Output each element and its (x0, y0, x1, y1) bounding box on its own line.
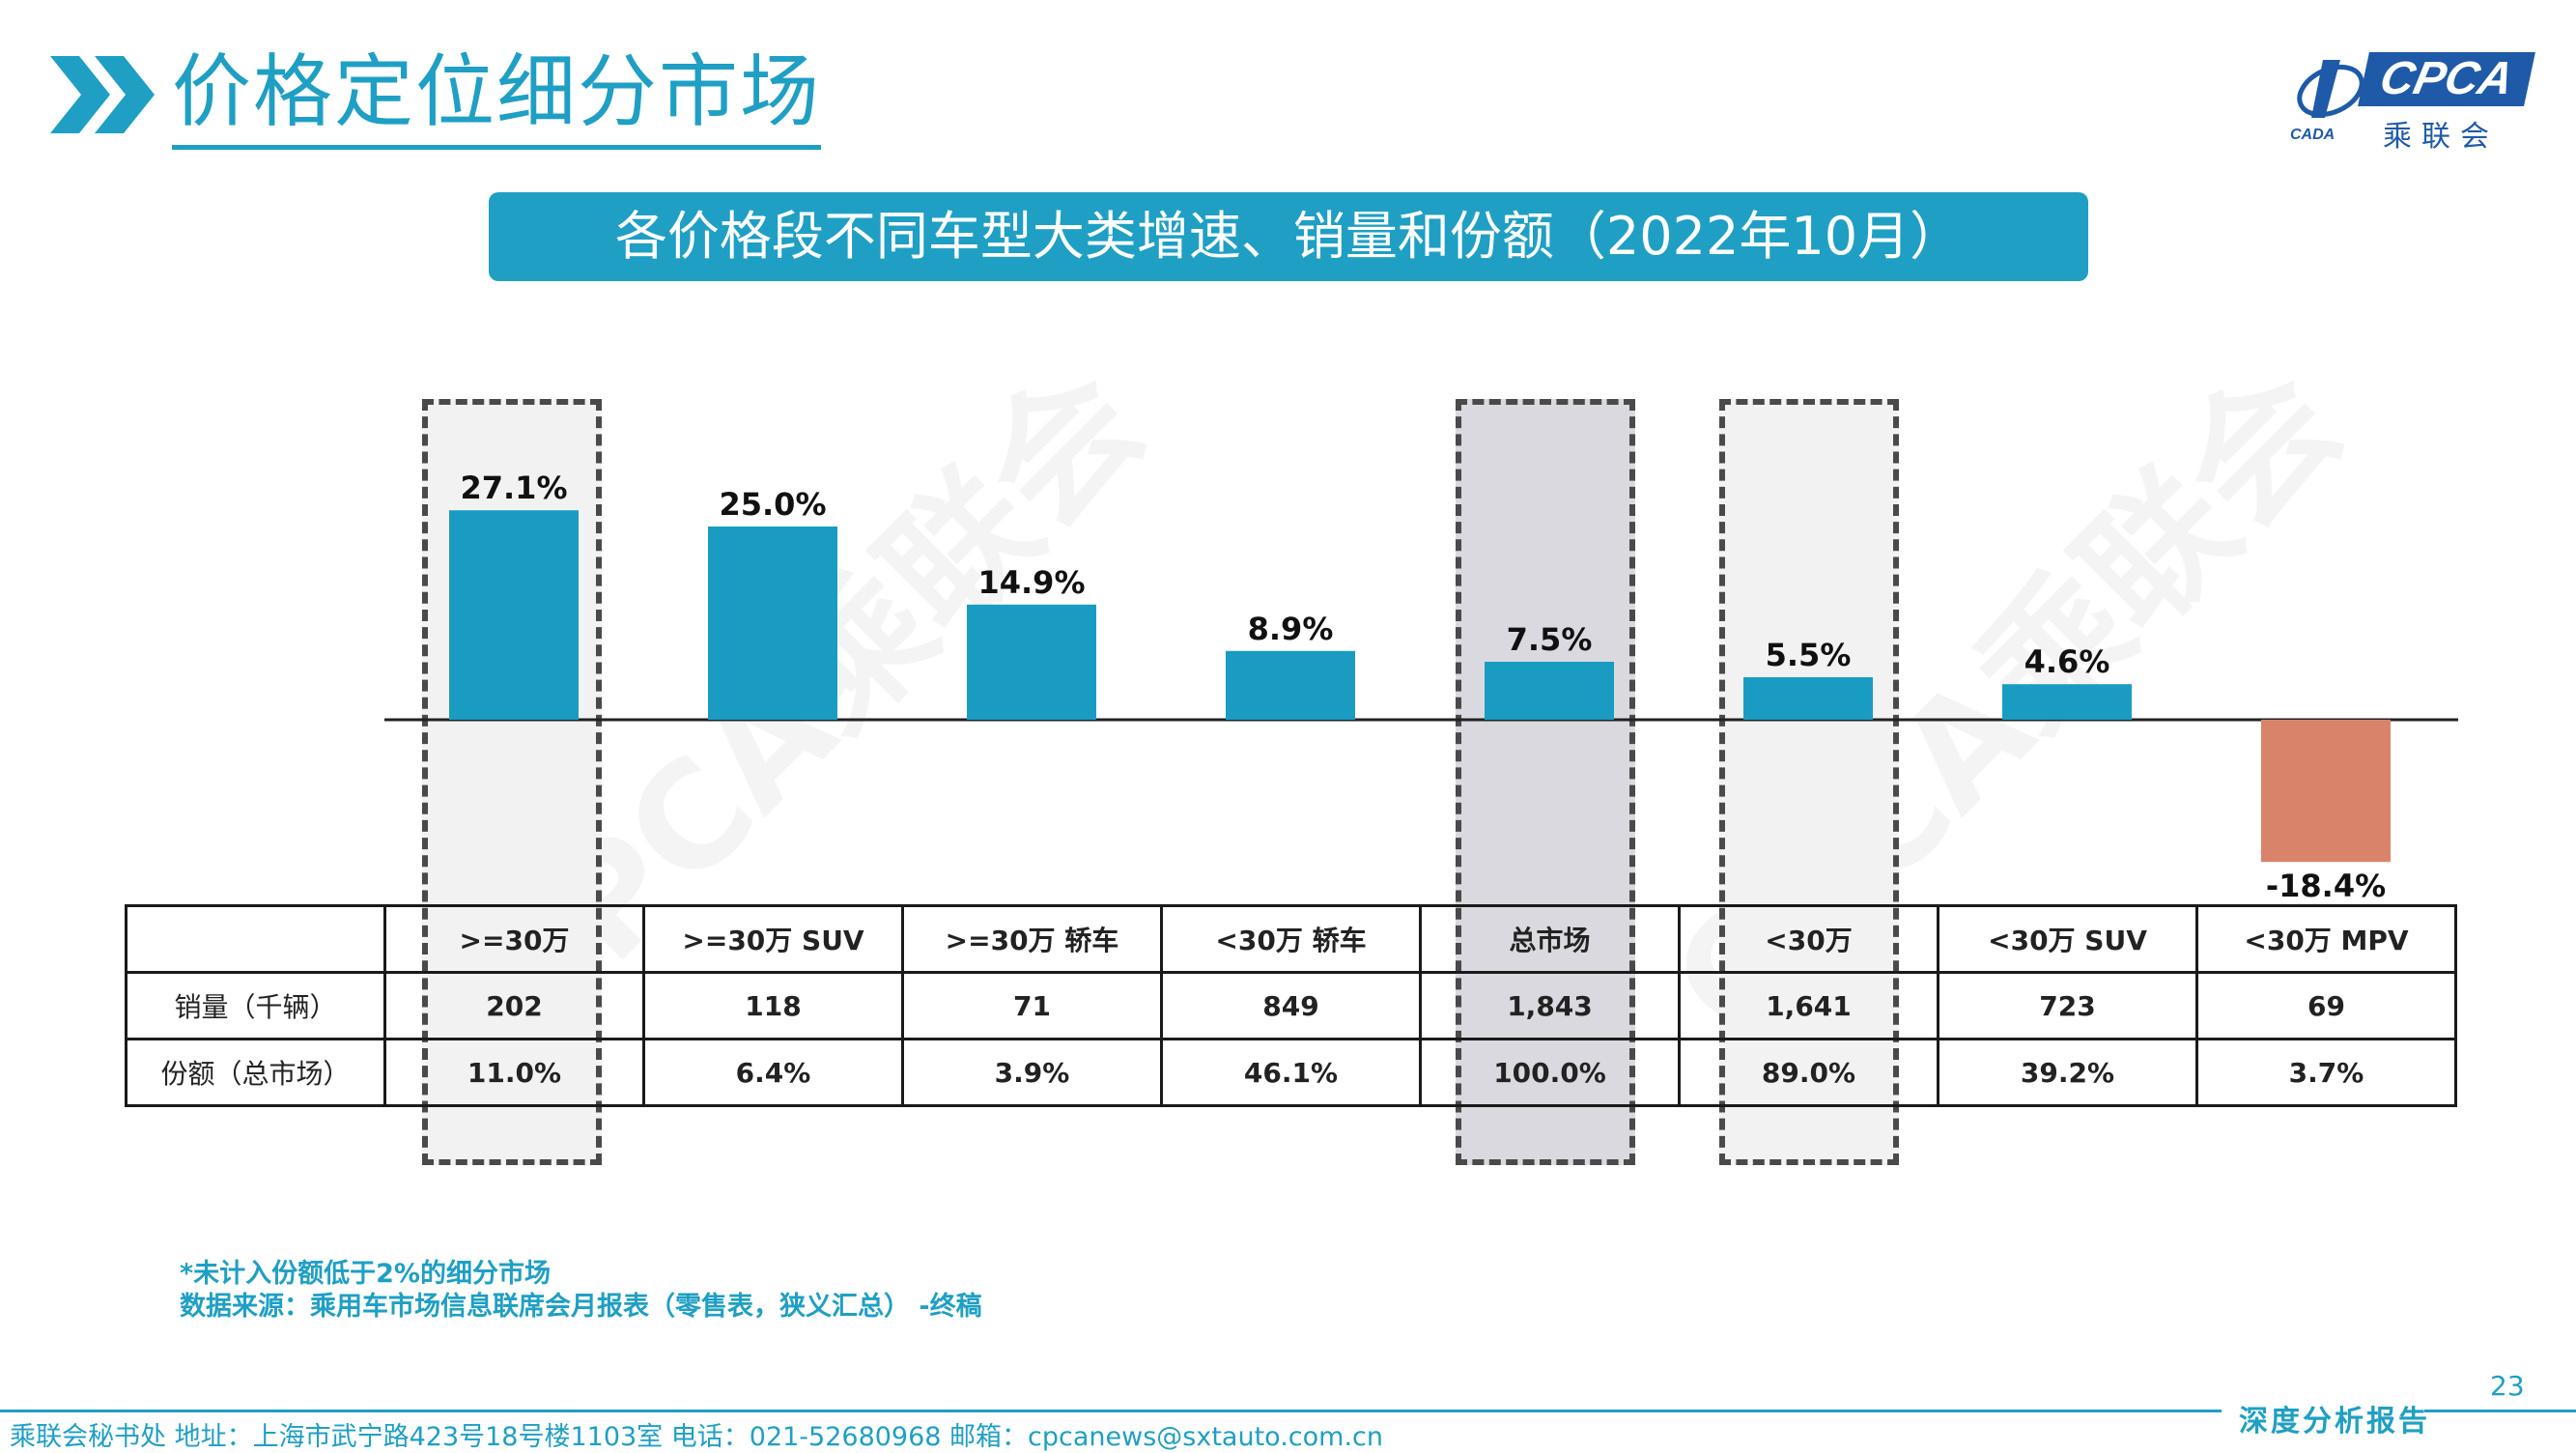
cada-emblem-icon: CADA (2290, 60, 2364, 143)
data-table: >=30万 >=30万 SUV >=30万 轿车 <30万 轿车 总市场 <30… (125, 904, 2457, 1107)
table-cell: 3.7% (2195, 1038, 2457, 1107)
table-header-cell: <30万 SUV (1937, 904, 2198, 974)
cpca-logo: CADA CPCA 乘联会 (2284, 50, 2535, 154)
table-row: 销量（千辆） 202 118 71 849 1,843 1,641 723 69 (125, 971, 2457, 1040)
table-corner-cell (125, 904, 386, 974)
table-cell: 723 (1937, 971, 2198, 1040)
table-header-cell: >=30万 轿车 (901, 904, 1163, 974)
table-cell: 1,641 (1678, 971, 1939, 1040)
table-cell: 849 (1160, 971, 1422, 1040)
table-row: 份额（总市场） 11.0% 6.4% 3.9% 46.1% 100.0% 89.… (125, 1038, 2457, 1107)
table-header-cell: <30万 (1678, 904, 1939, 974)
table-cell: 100.0% (1419, 1038, 1681, 1107)
bar-value-label: 25.0% (719, 486, 826, 523)
footnote: *未计入份额低于2%的细分市场 (180, 1259, 551, 1289)
table-cell: 118 (642, 971, 904, 1040)
row-label-share: 份额（总市场） (125, 1038, 386, 1107)
bar-value-label: 5.5% (1766, 637, 1852, 673)
bar-value-label: 14.9% (977, 564, 1085, 601)
data-source-note: 数据来源：乘用车市场信息联席会月报表（零售表，狭义汇总） -终稿 (180, 1292, 982, 1322)
footer-divider (2424, 1410, 2576, 1412)
double-chevron-icon (50, 56, 155, 133)
bar (1485, 662, 1614, 720)
bar (1743, 677, 1873, 720)
table-cell: 71 (901, 971, 1163, 1040)
footer-contact: 乘联会秘书处 地址：上海市武宁路423号18号楼1103室 电话：021-526… (10, 1422, 1384, 1452)
bar-value-label: 27.1% (460, 470, 567, 506)
bar (449, 510, 579, 720)
bar (2261, 720, 2391, 863)
bar (708, 527, 837, 720)
bar-value-label: 7.5% (1507, 621, 1593, 658)
table-header-cell: >=30万 SUV (642, 904, 904, 974)
logo-subtitle: 乘联会 (2383, 120, 2499, 154)
chart-title-banner: 各价格段不同车型大类增速、销量和份额（2022年10月） (489, 192, 2088, 281)
bar (967, 604, 1096, 720)
page-number: 23 (2490, 1370, 2525, 1402)
table-cell: 46.1% (1160, 1038, 1422, 1107)
table-header-cell: <30万 轿车 (1160, 904, 1422, 974)
table-cell: 11.0% (383, 1038, 645, 1107)
table-header-cell: >=30万 (383, 904, 645, 974)
bar-value-label: 4.6% (2024, 643, 2110, 680)
table-cell: 89.0% (1678, 1038, 1939, 1107)
footer-tag: 深度分析报告 (2239, 1405, 2430, 1439)
bar (1226, 650, 1355, 720)
table-header-row: >=30万 >=30万 SUV >=30万 轿车 <30万 轿车 总市场 <30… (125, 904, 2457, 974)
page-title: 价格定位细分市场 (172, 44, 822, 150)
table-cell: 202 (383, 971, 645, 1040)
table-header-cell: <30万 MPV (2195, 904, 2457, 974)
bar-value-label: -18.4% (2266, 868, 2386, 904)
svg-text:CADA: CADA (2290, 127, 2335, 143)
table-cell: 3.9% (901, 1038, 1163, 1107)
table-header-cell: 总市场 (1419, 904, 1681, 974)
table-cell: 6.4% (642, 1038, 904, 1107)
bar-value-label: 8.9% (1248, 611, 1334, 647)
table-cell: 39.2% (1937, 1038, 2198, 1107)
table-cell: 69 (2195, 971, 2457, 1040)
table-cell: 1,843 (1419, 971, 1681, 1040)
footer-divider (0, 1410, 2222, 1412)
bar (2002, 684, 2132, 720)
row-label-sales: 销量（千辆） (125, 971, 386, 1040)
